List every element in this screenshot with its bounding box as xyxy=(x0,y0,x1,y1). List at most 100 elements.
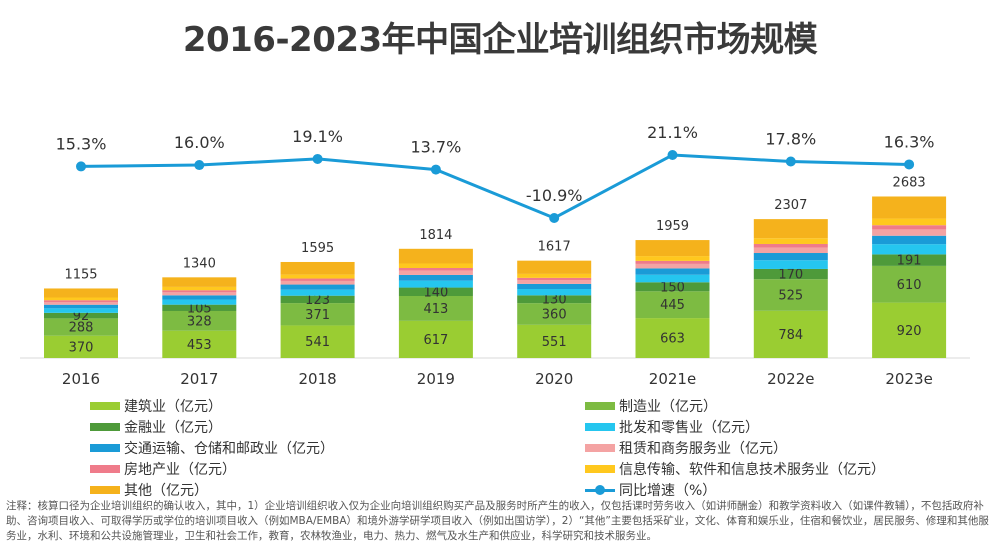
bar-segment xyxy=(517,289,592,296)
growth-rate-point xyxy=(312,153,323,164)
bar-segment xyxy=(280,274,355,279)
bar-segment xyxy=(753,279,828,311)
bar-segment xyxy=(398,274,473,281)
legend-swatch xyxy=(90,401,120,410)
legend-label: 同比增速（%） xyxy=(619,482,717,499)
bar-segment xyxy=(280,325,355,358)
x-tick-label: 2018 xyxy=(299,370,337,388)
growth-rate-label: -10.9% xyxy=(526,186,583,205)
bar-value-label: 663 xyxy=(660,332,685,347)
legend-swatch xyxy=(90,464,120,473)
bar-total-label: 2683 xyxy=(893,175,926,190)
bar-value-label: 541 xyxy=(305,335,330,350)
legend-item: 批发和零售业（亿元） xyxy=(585,417,920,436)
bar-value-label: 191 xyxy=(897,254,922,269)
bar-segment xyxy=(280,261,355,275)
bar-value-label: 551 xyxy=(542,335,567,350)
legend-item: 房地产业（亿元） xyxy=(90,459,585,478)
chart-legend: 建筑业（亿元） 制造业（亿元） 金融业（亿元） 批发和零售业（亿元） 交通运输、仓储和邮… xyxy=(90,396,920,499)
bar-total-label: 1155 xyxy=(64,267,97,282)
bar-segment xyxy=(517,324,592,358)
chart-title: 2016-2023年中国企业培训组织市场规模 xyxy=(182,20,818,60)
bar-segment xyxy=(517,303,592,325)
bar-segment xyxy=(753,253,828,261)
bar-segment xyxy=(517,277,592,281)
growth-rate-point xyxy=(904,159,915,170)
bar-total-label: 1814 xyxy=(419,228,452,243)
bar-segment xyxy=(398,263,473,269)
legend-item: 信息传输、软件和信息技术服务业（亿元） xyxy=(585,459,920,478)
bar-segment xyxy=(517,273,592,278)
legend-swatch xyxy=(585,464,615,473)
bar-value-label: 288 xyxy=(69,321,94,336)
legend-item: 其他（亿元） xyxy=(90,480,585,499)
bar-value-label: 92 xyxy=(73,309,90,324)
bar-segment xyxy=(517,280,592,284)
bar-segment xyxy=(398,270,473,275)
bar-segment xyxy=(753,247,828,254)
bar-segment xyxy=(280,280,355,285)
legend-label: 建筑业（亿元） xyxy=(124,398,222,415)
bar-segment xyxy=(280,284,355,290)
bar-segment xyxy=(635,240,710,257)
bar-segment xyxy=(517,283,592,290)
legend-label: 金融业（亿元） xyxy=(124,419,222,436)
bar-value-label: 328 xyxy=(187,314,212,329)
bar-segment xyxy=(635,291,710,319)
bar-segment xyxy=(398,248,473,264)
bar-segment xyxy=(635,318,710,358)
bar-total-label: 1595 xyxy=(301,241,334,256)
bar-segment xyxy=(635,268,710,275)
x-tick-label: 2017 xyxy=(180,370,218,388)
bar-segment xyxy=(44,312,118,319)
bar-segment xyxy=(280,289,355,296)
bar-value-label: 453 xyxy=(187,338,212,353)
bar-total-label: 1340 xyxy=(183,256,216,271)
bar-segment xyxy=(44,308,118,313)
bar-segment xyxy=(635,274,710,283)
bar-segment xyxy=(280,303,355,326)
growth-rate-point xyxy=(667,150,678,160)
bar-segment xyxy=(44,318,118,336)
x-tick-label: 2016 xyxy=(62,370,100,388)
bar-segment xyxy=(162,310,237,331)
x-tick-label: 2022e xyxy=(767,370,814,388)
bar-segment xyxy=(517,260,592,274)
bar-segment xyxy=(753,260,828,269)
bar-value-label: 371 xyxy=(305,308,330,323)
bar-segment xyxy=(872,302,947,358)
bar-value-label: 617 xyxy=(423,333,448,348)
bar-segment xyxy=(44,302,118,305)
x-tick-label: 2019 xyxy=(417,370,455,388)
legend-item: 同比增速（%） xyxy=(585,480,920,499)
growth-rate-label: 15.3% xyxy=(56,134,107,153)
legend-label: 制造业（亿元） xyxy=(619,398,717,415)
bar-segment xyxy=(398,320,473,358)
bar-segment xyxy=(635,282,710,292)
bar-segment xyxy=(280,278,355,281)
bar-value-label: 610 xyxy=(897,278,922,293)
growth-rate-point xyxy=(430,164,441,175)
bar-segment xyxy=(162,286,237,291)
stacked-bar-line-chart: 3702889211552016453328105134020175413711… xyxy=(20,123,970,388)
bar-segment xyxy=(44,288,118,298)
bar-value-label: 413 xyxy=(423,302,448,317)
bar-value-label: 920 xyxy=(897,324,922,339)
legend-swatch xyxy=(585,401,615,410)
bar-segment xyxy=(872,265,947,303)
bar-segment xyxy=(162,277,237,287)
bar-segment xyxy=(872,218,947,226)
bar-segment xyxy=(517,295,592,304)
bar-value-label: 525 xyxy=(778,289,803,304)
bar-total-label: 1959 xyxy=(656,219,689,234)
bar-segment xyxy=(398,287,473,296)
bar-segment xyxy=(162,304,237,311)
bar-segment xyxy=(635,260,710,264)
legend-swatch xyxy=(585,443,615,452)
bar-segment xyxy=(398,295,473,321)
legend-label: 批发和零售业（亿元） xyxy=(619,419,759,436)
bar-segment xyxy=(162,292,237,296)
bar-segment xyxy=(753,268,828,280)
bar-segment xyxy=(635,256,710,261)
legend-label: 交通运输、仓储和邮政业（亿元） xyxy=(124,440,334,457)
